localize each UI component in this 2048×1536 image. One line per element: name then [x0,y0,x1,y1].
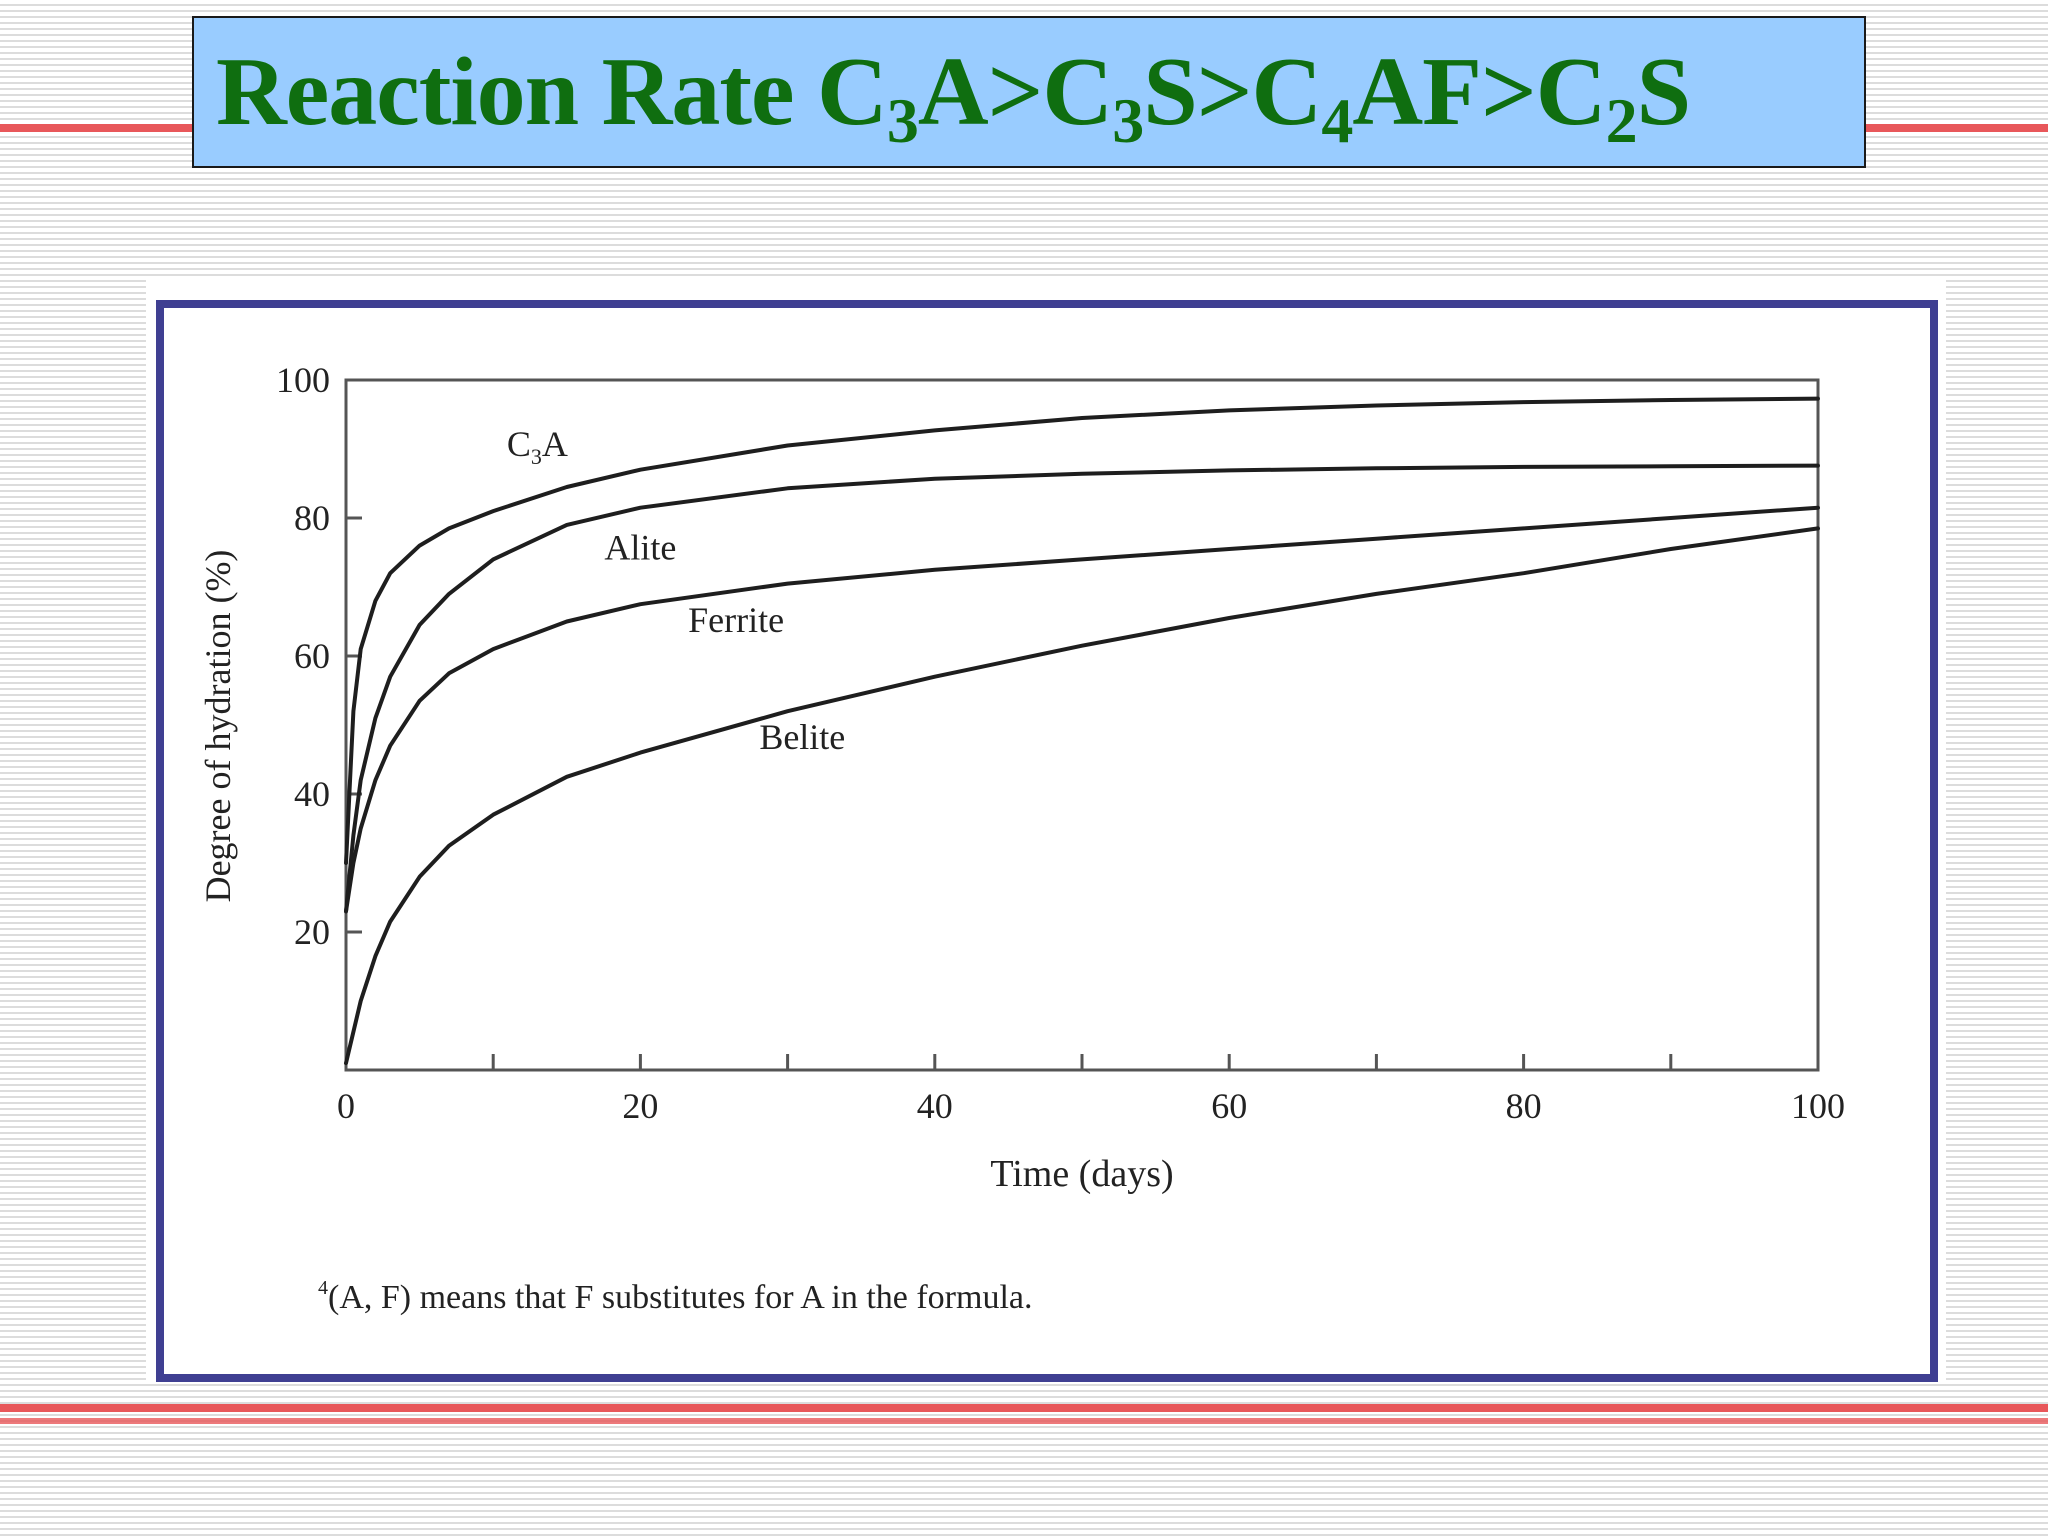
bottom-accent-line [0,1404,2048,1412]
series-line-c3a [344,396,1820,865]
x-axis-ticks [491,1054,1673,1070]
y-tick-label: 20 [294,912,330,952]
y-axis-label: Degree of hydration (%) [198,550,238,903]
x-axis-tick-labels: 0 20 40 60 80 100 [337,1086,1845,1126]
slide-title: Reaction Rate C3A>C3S>C4AF>C2S [216,43,1691,153]
series-label-alite: Alite [604,527,676,567]
x-tick-label: 100 [1791,1086,1845,1126]
x-tick-label: 60 [1211,1086,1247,1126]
series-label-ferrite: Ferrite [688,600,784,640]
title-text-part: A>C [917,38,1113,146]
bottom-accent-line-lower [0,1418,2048,1424]
series-lines [344,396,1820,1066]
series-labels: C3A Alite Ferrite Belite [507,424,845,757]
series-label-text: A [542,424,568,464]
series-label-text: Alite [604,527,676,567]
title-subscript: 2 [1605,85,1638,156]
x-axis-label: Time (days) [990,1153,1173,1195]
y-tick-label: 80 [294,498,330,538]
y-tick-label: 40 [294,774,330,814]
series-line-belite [344,526,1820,1066]
plot-area-border [344,378,1820,1072]
title-text-part: S [1636,38,1692,146]
hydration-chart: 0 20 40 60 80 100 20 40 60 80 100 C3A Alite Ferrite… [198,360,1845,1316]
title-text-part: S>C [1143,38,1322,146]
x-tick-label: 0 [337,1086,355,1126]
title-text-part: AF>C [1352,38,1606,146]
series-line-alite [344,463,1820,914]
y-tick-label: 100 [276,360,330,400]
footnote-text: (A, F) means that F substitutes for A in… [328,1279,1033,1316]
x-tick-label: 80 [1506,1086,1542,1126]
footnote-marker: 4 [318,1277,328,1299]
title-subscript: 3 [1112,85,1144,156]
footnote: 4(A, F) means that F substitutes for A i… [318,1277,1033,1316]
x-tick-label: 40 [917,1086,953,1126]
series-label-c3a: C3A [507,424,568,469]
series-line-ferrite [344,505,1820,914]
x-tick-label: 20 [622,1086,658,1126]
y-tick-label: 60 [294,636,330,676]
title-subscript: 4 [1321,85,1353,156]
series-label-text: Belite [759,717,845,757]
title-subscript: 3 [886,85,919,156]
title-text-part: Reaction Rate C [216,38,888,146]
chart-frame: 0 20 40 60 80 100 20 40 60 80 100 C3A Alite Ferrite… [156,300,1938,1382]
series-label-text: Ferrite [688,600,784,640]
series-label-subscript: 3 [531,444,542,469]
y-axis-tick-labels: 20 40 60 80 100 [276,360,330,952]
series-label-belite: Belite [759,717,845,757]
series-label-text: C [507,424,531,464]
title-banner: Reaction Rate C3A>C3S>C4AF>C2S [192,16,1866,168]
